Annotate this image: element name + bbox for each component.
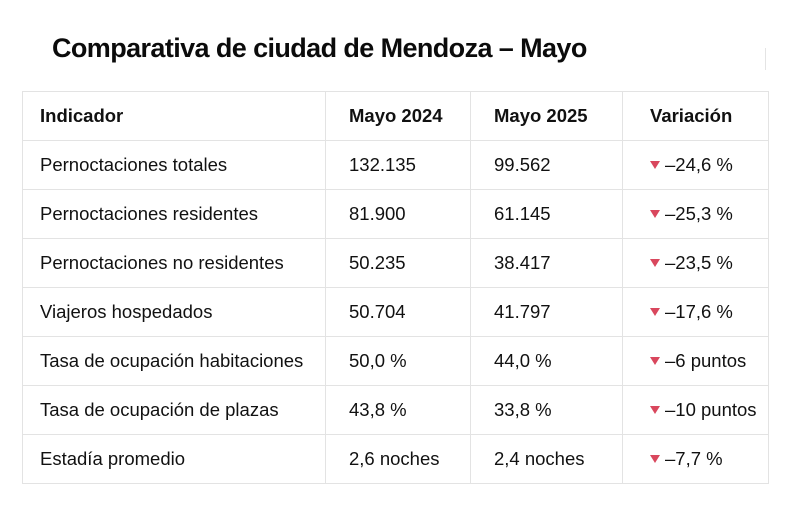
cell-indicator: Pernoctaciones residentes	[22, 189, 326, 239]
triangle-down-icon	[650, 210, 660, 218]
variation-value: –23,5 %	[665, 252, 733, 273]
header-variation: Variación	[622, 91, 769, 141]
cell-may-2024: 50.235	[325, 238, 471, 288]
cell-indicator: Pernoctaciones totales	[22, 140, 326, 190]
cell-indicator: Viajeros hospedados	[22, 287, 326, 337]
table-row: Tasa de ocupación de plazas 43,8 % 33,8 …	[22, 385, 769, 435]
variation-value: –6 puntos	[665, 350, 747, 371]
page-title: Comparativa de ciudad de Mendoza – Mayo	[52, 33, 587, 63]
variation-value: –17,6 %	[665, 301, 733, 322]
cell-variation: –17,6 %	[622, 287, 769, 337]
header-may-2024: Mayo 2024	[325, 91, 471, 141]
cell-indicator: Tasa de ocupación habitaciones	[22, 336, 326, 386]
cell-may-2025: 33,8 %	[470, 385, 623, 435]
edge-divider	[765, 48, 766, 70]
cell-may-2024: 132.135	[325, 140, 471, 190]
cell-may-2025: 61.145	[470, 189, 623, 239]
triangle-down-icon	[650, 455, 660, 463]
cell-may-2024: 43,8 %	[325, 385, 471, 435]
cell-may-2025: 99.562	[470, 140, 623, 190]
table-row: Pernoctaciones totales 132.135 99.562 –2…	[22, 140, 769, 190]
cell-may-2025: 44,0 %	[470, 336, 623, 386]
cell-may-2024: 50,0 %	[325, 336, 471, 386]
cell-may-2025: 2,4 noches	[470, 434, 623, 484]
header-indicator: Indicador	[22, 91, 326, 141]
cell-variation: –23,5 %	[622, 238, 769, 288]
cell-variation: –25,3 %	[622, 189, 769, 239]
triangle-down-icon	[650, 259, 660, 267]
variation-value: –7,7 %	[665, 448, 723, 469]
triangle-down-icon	[650, 161, 660, 169]
cell-indicator: Pernoctaciones no residentes	[22, 238, 326, 288]
cell-variation: –6 puntos	[622, 336, 769, 386]
header-may-2025: Mayo 2025	[470, 91, 623, 141]
cell-variation: –7,7 %	[622, 434, 769, 484]
cell-may-2024: 2,6 noches	[325, 434, 471, 484]
variation-value: –25,3 %	[665, 203, 733, 224]
triangle-down-icon	[650, 406, 660, 414]
table-row: Viajeros hospedados 50.704 41.797 –17,6 …	[22, 287, 769, 337]
table-row: Tasa de ocupación habitaciones 50,0 % 44…	[22, 336, 769, 386]
table-row: Pernoctaciones no residentes 50.235 38.4…	[22, 238, 769, 288]
cell-indicator: Tasa de ocupación de plazas	[22, 385, 326, 435]
table-header-row: Indicador Mayo 2024 Mayo 2025 Variación	[22, 91, 769, 141]
variation-value: –24,6 %	[665, 154, 733, 175]
variation-value: –10 puntos	[665, 399, 757, 420]
cell-may-2024: 81.900	[325, 189, 471, 239]
cell-indicator: Estadía promedio	[22, 434, 326, 484]
cell-may-2025: 38.417	[470, 238, 623, 288]
cell-variation: –24,6 %	[622, 140, 769, 190]
triangle-down-icon	[650, 308, 660, 316]
cell-may-2024: 50.704	[325, 287, 471, 337]
cell-may-2025: 41.797	[470, 287, 623, 337]
cell-variation: –10 puntos	[622, 385, 769, 435]
table-row: Pernoctaciones residentes 81.900 61.145 …	[22, 189, 769, 239]
comparison-table: Indicador Mayo 2024 Mayo 2025 Variación …	[22, 91, 769, 484]
table-row: Estadía promedio 2,6 noches 2,4 noches –…	[22, 434, 769, 484]
triangle-down-icon	[650, 357, 660, 365]
